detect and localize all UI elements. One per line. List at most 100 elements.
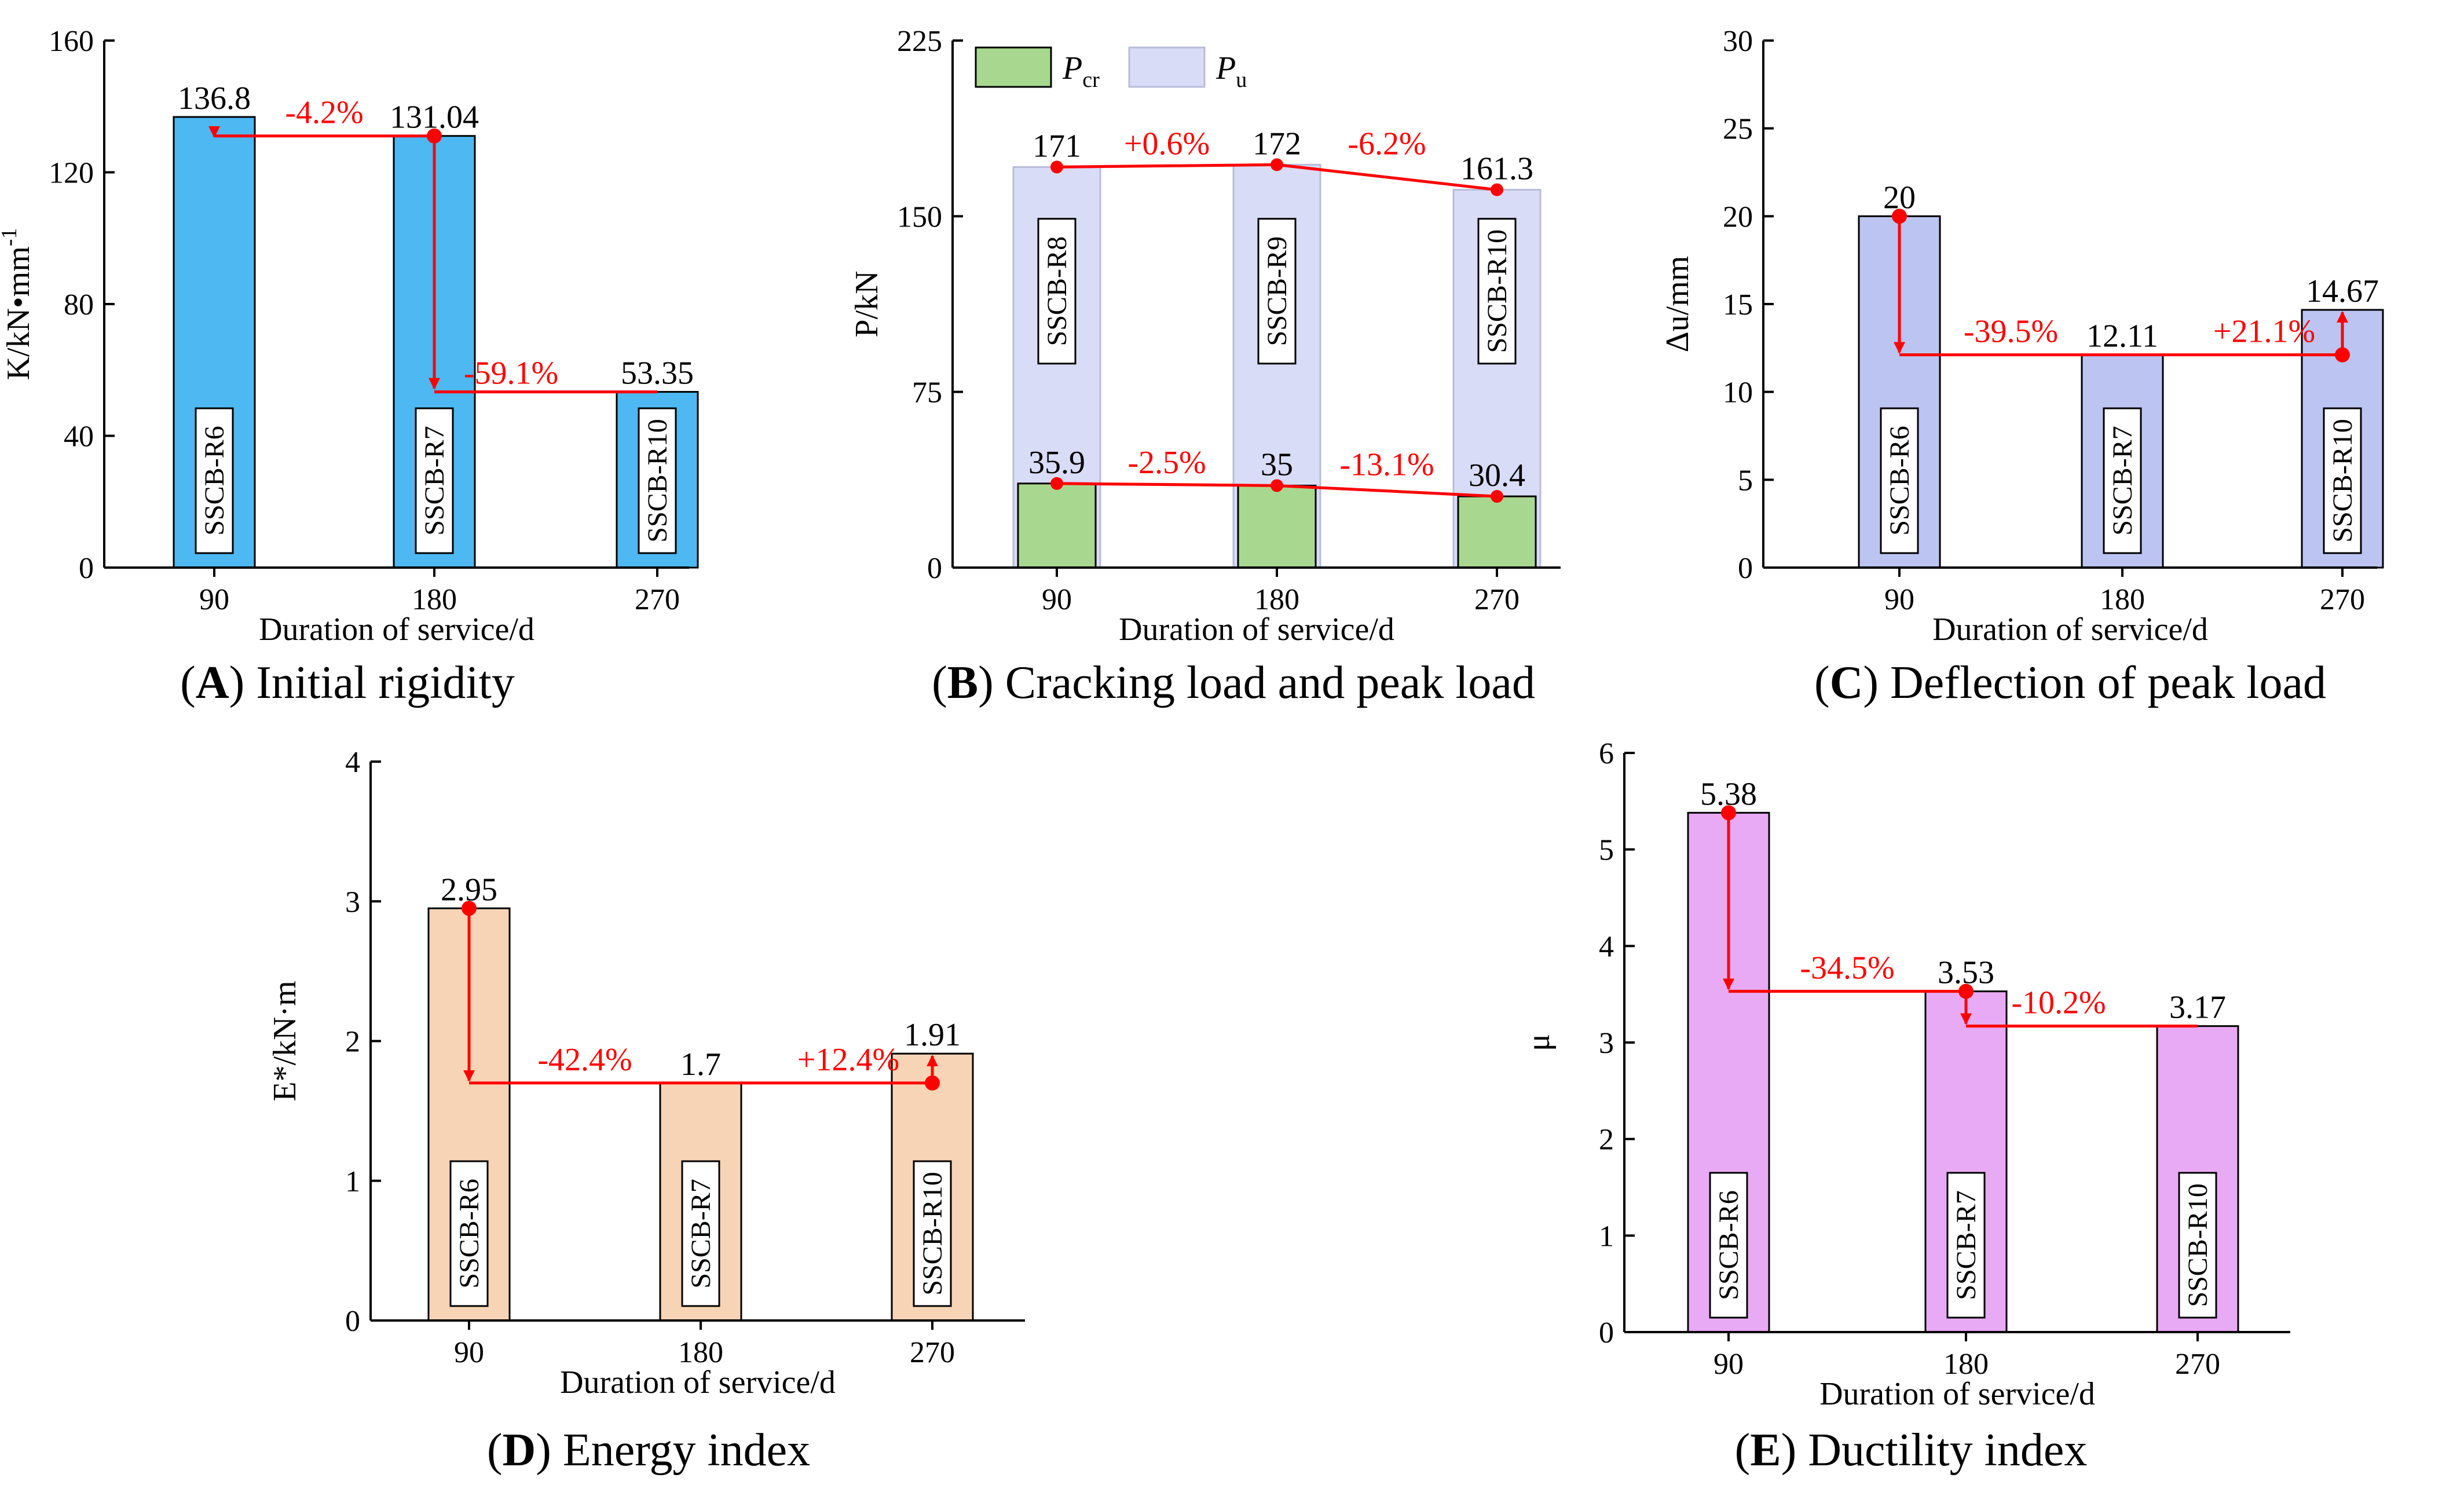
change-label-pcr: -13.1% (1339, 447, 1434, 482)
legend-sub-u: u (1236, 68, 1247, 92)
value-label-pcr: 35 (1261, 447, 1293, 482)
value-label-pcr: 30.4 (1469, 458, 1525, 493)
specimen-label-A: SSCB-R6 (199, 426, 230, 535)
x-tick-label-E: 270 (2175, 1348, 2220, 1381)
change-label-pcr: -2.5% (1127, 445, 1206, 481)
y-tick-label-C: 30 (1723, 25, 1753, 58)
specimen-label-D: SSCB-R6 (454, 1179, 485, 1288)
value-label-pu: 171 (1033, 128, 1081, 164)
x-tick-label-A: 90 (199, 583, 229, 616)
x-tick-label-A: 270 (635, 583, 680, 616)
specimen-label-D: SSCB-R7 (686, 1179, 716, 1288)
specimen-box-E (1709, 1172, 1748, 1319)
y-tick-label-E: 0 (1599, 1316, 1614, 1349)
legend-swatch-u (1128, 46, 1206, 88)
change-label-E: -10.2% (2011, 985, 2106, 1021)
y-tick-label-C: 10 (1723, 376, 1753, 409)
change-label-E: -34.5% (1800, 950, 1894, 986)
panel-letter-E: E (1750, 1425, 1781, 1476)
panel-caption-B: (B) Cracking load and peak load (932, 657, 1535, 708)
y-axis-title-B: P/kN (849, 270, 885, 337)
specimen-label-A: SSCB-R10 (642, 419, 673, 542)
value-label-pu: 172 (1253, 126, 1301, 162)
x-tick-label-E: 180 (1943, 1348, 1989, 1381)
y-tick-label-A: 120 (49, 157, 94, 190)
change-label-D: -42.4% (537, 1042, 632, 1078)
change-label-C: -39.5% (1964, 314, 2058, 350)
legend-sub-cr: cr (1082, 68, 1100, 92)
panel-B: SSCB-R8 SSCB-R9 SSCB-R10 171 172 161.3 35.9 35 3… (849, 25, 1561, 708)
value-label-C: 12.11 (2086, 319, 2158, 354)
trend-dot-pcr (1271, 479, 1283, 492)
x-tick-label-C: 90 (1884, 583, 1914, 616)
y-tick-label-D: 0 (345, 1305, 360, 1338)
trend-dot-pcr (1050, 477, 1063, 490)
y-tick-label-C: 25 (1723, 113, 1753, 146)
trend-dot-pcr (1491, 490, 1503, 503)
y-tick-label-E: 6 (1599, 737, 1614, 770)
specimen-label-A: SSCB-R7 (419, 426, 450, 535)
specimen-box-A (415, 407, 454, 554)
specimen-box-B (1477, 218, 1517, 365)
y-tick-label-B: 0 (927, 552, 942, 585)
y-tick-label-C: 0 (1738, 552, 1753, 585)
change-label-D: +12.4% (797, 1042, 899, 1078)
change-label-pu: +0.6% (1124, 126, 1210, 162)
x-tick-label-B: 180 (1254, 583, 1299, 616)
panel-C: 20 12.11 14.67 SSCB-R6 SSCB-R7 SSCB-R10 -39.5%… (1660, 25, 2384, 708)
specimen-box-D (681, 1160, 720, 1307)
specimen-label-E: SSCB-R10 (2183, 1183, 2213, 1307)
y-tick-label-E: 4 (1599, 930, 1614, 963)
change-label-A: -59.1% (464, 356, 558, 392)
value-label-D: 1.7 (680, 1047, 721, 1082)
specimen-box-B (1037, 218, 1077, 365)
y-axis-title-sup-A: -1 (0, 228, 21, 247)
change-label-A: -4.2% (285, 95, 363, 131)
y-tick-label-B: 150 (897, 200, 942, 233)
panel-caption-E: (E) Ductility index (1735, 1425, 2088, 1476)
y-axis-title-A: K/kN•mm-1 (0, 228, 36, 381)
x-axis-title-A: Duration of service/d (259, 612, 534, 648)
change-label-C: +21.1% (2213, 314, 2315, 350)
panel-letter-B: B (947, 657, 978, 708)
y-tick-label-E: 2 (1599, 1124, 1614, 1157)
specimen-box-D (913, 1160, 952, 1307)
specimen-box-D (449, 1160, 489, 1307)
y-tick-label-B: 225 (897, 25, 942, 58)
value-label-E: 3.17 (2169, 990, 2226, 1026)
y-tick-label-D: 2 (345, 1026, 360, 1059)
y-tick-label-A: 40 (64, 420, 94, 453)
panel-caption-D: (D) Energy index (487, 1425, 810, 1476)
specimen-label-E: SSCB-R7 (1951, 1190, 1982, 1300)
legend-swatch-cr (975, 46, 1052, 88)
y-tick-label-D: 3 (345, 886, 360, 919)
value-label-pcr: 35.9 (1028, 445, 1085, 481)
y-tick-label-D: 4 (345, 746, 360, 779)
trend-dot-pu (1271, 158, 1283, 171)
x-tick-label-B: 270 (1474, 583, 1520, 616)
x-tick-label-C: 180 (2100, 583, 2145, 616)
specimen-label-C: SSCB-R7 (2107, 426, 2138, 535)
specimen-box-E (1946, 1172, 1986, 1319)
y-axis-title-C: Δu/mm (1660, 256, 1696, 353)
y-tick-label-C: 5 (1738, 464, 1753, 497)
specimen-box-B (1257, 218, 1297, 365)
y-tick-label-E: 5 (1599, 834, 1614, 867)
x-tick-label-B: 90 (1042, 583, 1072, 616)
specimen-label-C: SSCB-R6 (1884, 426, 1915, 535)
panel-caption-C: (C) Deflection of peak load (1814, 657, 2326, 708)
legend-label-cr: Pcr (1062, 50, 1100, 92)
y-tick-label-A: 0 (79, 552, 94, 585)
trend-dot-pu (1491, 183, 1503, 196)
specimen-box-C (1880, 407, 1919, 554)
bar-pcr-270 (1457, 495, 1537, 569)
value-label-pu: 161.3 (1460, 151, 1533, 187)
x-tick-label-A: 180 (412, 583, 457, 616)
x-tick-label-D: 90 (454, 1336, 484, 1369)
specimen-label-E: SSCB-R6 (1714, 1190, 1744, 1300)
specimen-label-B: SSCB-R8 (1042, 236, 1072, 346)
